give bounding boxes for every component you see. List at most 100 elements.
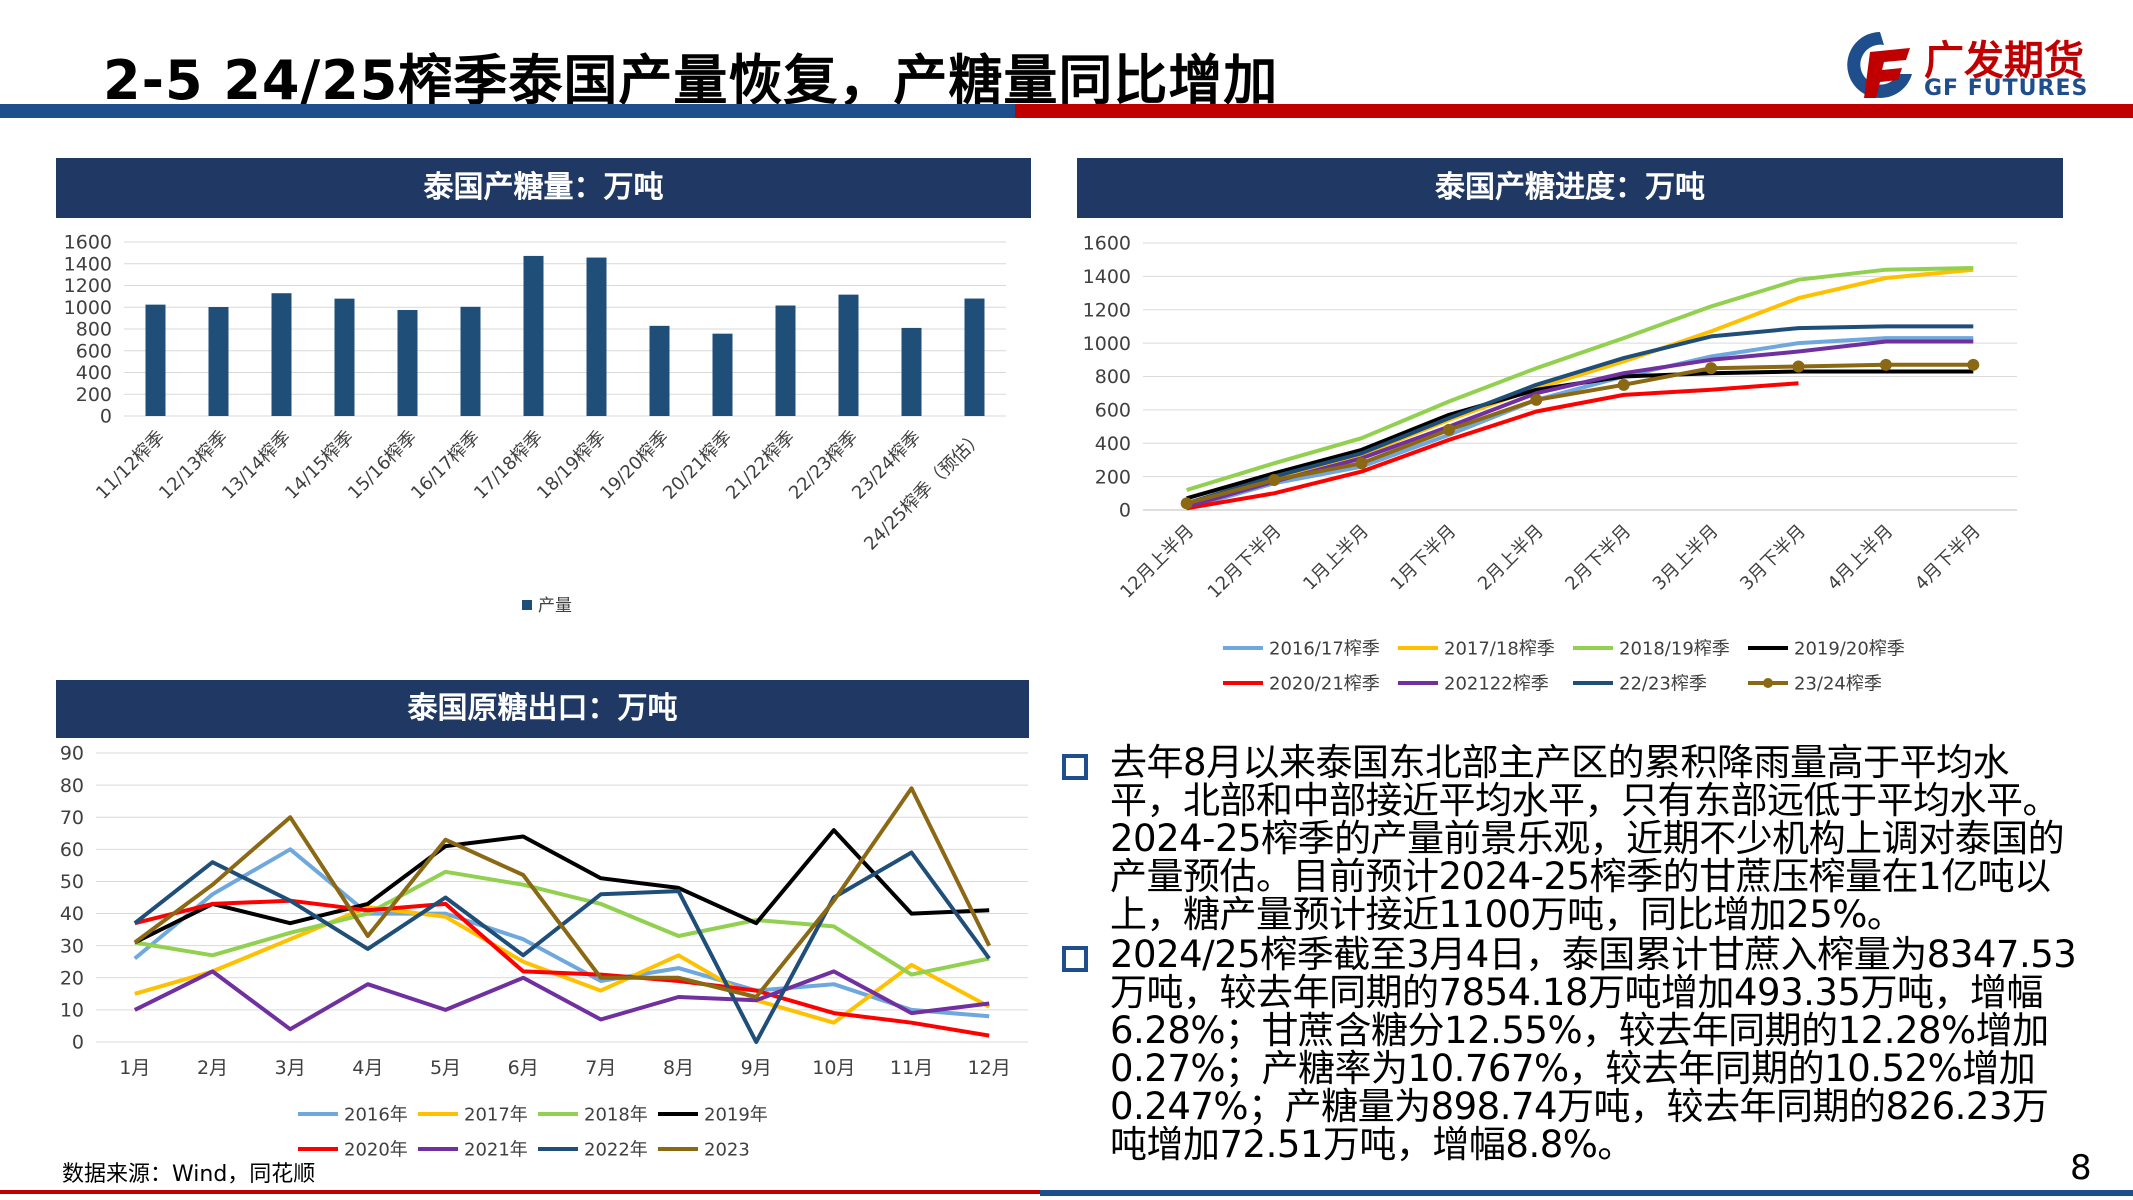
legend-label: 202122榨季 — [1444, 673, 1549, 694]
x-tick-label: 6月 — [508, 1057, 539, 1079]
series-line — [1186, 324, 1974, 506]
x-tick-label: 5月 — [430, 1057, 461, 1079]
legend-label: 2019/20榨季 — [1794, 638, 1905, 659]
y-tick-label: 400 — [76, 362, 112, 384]
logo-chinese-text: 广发期货 — [1924, 38, 2084, 84]
legend-label: 2018年 — [584, 1104, 648, 1125]
bar — [271, 293, 292, 416]
y-tick-label: 1000 — [1083, 333, 1131, 355]
x-tick-label: 24/25榨季（预估） — [860, 427, 988, 555]
series-line — [1186, 381, 1799, 511]
x-tick-label: 4月 — [352, 1057, 383, 1079]
x-tick-label: 1月 — [119, 1057, 150, 1079]
bar — [397, 309, 418, 416]
series-line — [1186, 266, 1974, 492]
bar — [145, 304, 166, 416]
y-tick-label: 0 — [1119, 500, 1131, 522]
x-tick-label: 12月上半月 — [1116, 521, 1198, 603]
bar — [901, 327, 922, 416]
y-tick-label: 0 — [72, 1032, 84, 1054]
x-tick-label: 12月 — [968, 1057, 1011, 1079]
bullet-item: 2024/25榨季截至3月4日，泰国累计甘蔗入榨量为8347.53万吨，较去年同… — [1062, 936, 2082, 1164]
bar — [586, 257, 607, 416]
x-tick-label: 4月上半月 — [1824, 521, 1898, 595]
series-line — [133, 828, 990, 945]
bar — [334, 298, 355, 416]
x-tick-label: 11月 — [890, 1057, 933, 1079]
data-point — [1268, 473, 1281, 486]
y-tick-label: 1600 — [1083, 233, 1131, 255]
y-tick-label: 1600 — [64, 232, 112, 254]
bullet-item: 去年8月以来泰国东北部主产区的累积降雨量高于平均水平，北部和中部接近平均水平，只… — [1062, 744, 2082, 934]
bar — [712, 333, 733, 416]
data-point — [1879, 358, 1892, 371]
bar — [523, 255, 544, 416]
y-tick-label: 10 — [60, 1000, 84, 1022]
production-bar-chart: 0200400600800100012001400160011/12榨季12/1… — [64, 232, 1006, 616]
square-bullet-icon — [1062, 946, 1088, 972]
y-tick-label: 1200 — [1083, 299, 1131, 321]
series-line — [133, 969, 990, 1032]
legend-marker — [1763, 678, 1773, 688]
x-tick-label: 1月上半月 — [1299, 521, 1373, 595]
bar — [649, 325, 670, 416]
y-tick-label: 50 — [60, 871, 84, 893]
legend-label: 2020年 — [344, 1139, 408, 1160]
data-point — [1180, 497, 1193, 510]
legend-label: 2018/19榨季 — [1619, 638, 1730, 659]
x-tick-label: 2月 — [197, 1057, 228, 1079]
data-point — [1442, 423, 1455, 436]
bar — [964, 298, 985, 416]
x-tick-label: 4月下半月 — [1911, 521, 1985, 595]
series-line — [1186, 336, 1974, 511]
legend-label: 2022年 — [584, 1139, 648, 1160]
y-tick-label: 1200 — [64, 275, 112, 297]
series-line — [133, 847, 990, 1019]
data-point — [1705, 362, 1718, 375]
legend-label: 22/23榨季 — [1619, 673, 1707, 694]
x-tick-label: 3月下半月 — [1736, 521, 1810, 595]
series-line — [134, 869, 990, 977]
x-tick-label: 9月 — [741, 1057, 772, 1079]
y-tick-label: 60 — [60, 839, 84, 861]
legend-label: 2019年 — [704, 1104, 768, 1125]
legend-label: 2021年 — [464, 1139, 528, 1160]
header-band-red — [1015, 104, 2133, 118]
y-tick-label: 200 — [76, 384, 112, 406]
gf-logo-icon — [1847, 32, 1912, 98]
x-tick-label: 1月下半月 — [1387, 521, 1461, 595]
bar — [838, 294, 859, 416]
legend-label: 2020/21榨季 — [1269, 673, 1380, 694]
legend-swatch — [522, 600, 532, 610]
footer-band-red — [0, 1190, 1040, 1194]
export-line-chart: 0 10 20 30 40 50 60 70 80 90 1月 2月 3月 4月 5月 6月 7月 8月 9月 10月… — [60, 743, 1028, 1160]
data-point — [1617, 378, 1630, 391]
data-point — [1967, 358, 1980, 371]
x-tick-label: 2月下半月 — [1561, 521, 1635, 595]
series-line — [133, 850, 991, 1044]
legend-label: 2016/17榨季 — [1269, 638, 1380, 659]
y-tick-label: 70 — [60, 807, 84, 829]
progress-line-chart: 0 200 400 600 800 1000 1200 1400 1600 12月上半月 12月下半… — [1083, 233, 2017, 694]
bar — [460, 306, 481, 416]
export-panel-header: 泰国原糖出口：万吨 — [56, 680, 1029, 738]
x-tick-label: 12月下半月 — [1204, 521, 1286, 603]
legend-label: 2016年 — [344, 1104, 408, 1125]
page-title: 2-5 24/25榨季泰国产量恢复，产糖量同比增加 — [103, 49, 1279, 112]
brand-logo: 广发期货 GF FUTURES — [1840, 26, 2100, 106]
y-tick-label: 90 — [60, 743, 84, 765]
data-point — [1530, 393, 1543, 406]
y-tick-label: 1400 — [64, 253, 112, 275]
bar — [208, 307, 229, 416]
y-tick-label: 0 — [100, 406, 112, 428]
y-tick-label: 40 — [60, 903, 84, 925]
page-number: 8 — [2070, 1148, 2092, 1188]
series-line — [133, 786, 991, 999]
y-tick-label: 1400 — [1083, 266, 1131, 288]
logo-english-text: GF FUTURES — [1924, 76, 2089, 101]
y-tick-label: 600 — [1095, 400, 1131, 422]
series-line — [134, 898, 990, 1038]
y-tick-label: 1000 — [64, 297, 112, 319]
header-band-blue — [0, 104, 1015, 118]
series-line — [1186, 362, 1974, 506]
